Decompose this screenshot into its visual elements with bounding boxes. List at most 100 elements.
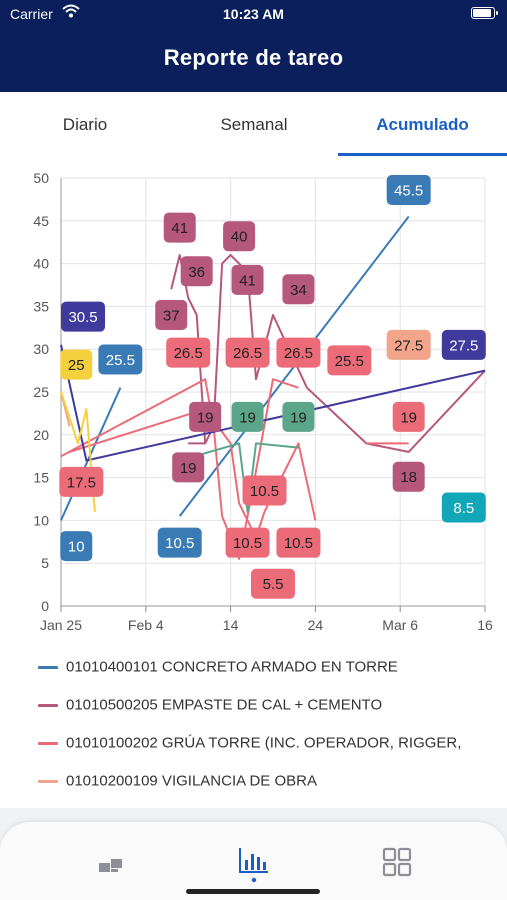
- data-label: 10.5: [284, 535, 313, 552]
- status-time: 10:23 AM: [223, 6, 284, 22]
- data-label: 18: [400, 469, 417, 486]
- data-label: 26.5: [284, 345, 313, 362]
- tab-diario[interactable]: Diario: [62, 115, 108, 134]
- data-label-box: [251, 568, 295, 599]
- legend-swatch: [38, 665, 58, 669]
- y-tick-label: 40: [33, 256, 49, 272]
- data-label-box: [441, 492, 486, 523]
- data-label: 26.5: [174, 345, 203, 362]
- data-label: 19: [400, 409, 417, 426]
- data-label-box: [392, 401, 425, 432]
- tab-indicator: [338, 153, 507, 156]
- series-line: [60, 344, 486, 462]
- tab-acumulado[interactable]: Acumulado: [376, 115, 469, 134]
- data-label: 26.5: [233, 345, 262, 362]
- carrier-label: Carrier: [10, 6, 53, 22]
- x-tick-label: Feb 4: [128, 617, 164, 633]
- wifi-icon: [62, 4, 80, 21]
- bar-chart-icon[interactable]: [230, 838, 278, 886]
- data-label-box: [386, 329, 431, 360]
- legend-label: 01010100202 GRÚA TORRE (INC. OPERADOR, R…: [66, 734, 462, 752]
- data-label-box: [225, 527, 270, 558]
- x-tick-label: Mar 6: [382, 617, 418, 633]
- data-label-box: [166, 337, 211, 368]
- bottom-nav-panel: [0, 822, 507, 900]
- data-label-box: [163, 212, 196, 243]
- bottom-nav: [0, 808, 507, 900]
- data-label-box: [242, 475, 287, 506]
- page-title: Reporte de tareo: [163, 45, 344, 70]
- data-label: 36: [188, 264, 205, 281]
- data-label-box: [98, 344, 143, 375]
- legend-item: 01010100202 GRÚA TORRE (INC. OPERADOR, R…: [38, 734, 498, 754]
- data-label: 34: [290, 282, 307, 299]
- data-label-box: [392, 461, 425, 492]
- data-label: 25.5: [335, 353, 364, 370]
- x-tick-label: 14: [223, 617, 239, 633]
- battery-icon: [471, 7, 498, 19]
- data-label-box: [231, 401, 264, 432]
- data-label: 40: [231, 229, 248, 246]
- legend-item: 01010400101 CONCRETO ARMADO EN TORRE: [38, 658, 498, 678]
- y-tick-label: 15: [33, 470, 49, 486]
- y-tick-label: 30: [33, 341, 49, 357]
- data-label-box: [60, 349, 93, 380]
- data-label: 19: [290, 409, 307, 426]
- data-label-box: [386, 174, 431, 205]
- data-label-box: [276, 337, 321, 368]
- data-label: 8.5: [453, 500, 474, 517]
- chart-area: 0 5 10 15 20 25 30 35 40 45 50 Jan 25 Feb 4 14 24 Mar 6…: [0, 156, 507, 636]
- data-label: 27.5: [449, 337, 478, 354]
- series-line: [60, 391, 96, 512]
- data-label: 41: [239, 272, 256, 289]
- data-label: 5.5: [263, 576, 284, 593]
- series-line: [170, 254, 486, 453]
- data-label: 25: [68, 357, 85, 374]
- legend-swatch: [38, 703, 58, 707]
- data-label-box: [441, 329, 486, 360]
- grid-icon[interactable]: [373, 838, 421, 886]
- data-label-box: [61, 301, 106, 332]
- data-label: 19: [197, 409, 214, 426]
- legend-label: 01010500205 EMPASTE DE CAL + CEMENTO: [66, 696, 383, 714]
- tab-semanal[interactable]: Semanal: [220, 115, 288, 134]
- blocks-icon[interactable]: [86, 838, 134, 886]
- data-label-box: [60, 531, 93, 562]
- data-label: 45.5: [394, 182, 423, 199]
- data-label: 19: [180, 460, 197, 477]
- data-label: 27.5: [394, 337, 423, 354]
- data-label-box: [157, 527, 202, 558]
- data-label-box: [155, 299, 188, 330]
- data-label-box: [172, 452, 205, 483]
- legend-swatch: [38, 779, 58, 783]
- data-label-box: [59, 466, 104, 497]
- data-label-box: [276, 527, 321, 558]
- chart-legend: 01010400101 CONCRETO ARMADO EN TORRE 010…: [0, 636, 507, 808]
- data-label: 10.5: [233, 535, 262, 552]
- x-tick-label: 16: [477, 617, 493, 633]
- data-label-box: [282, 274, 315, 305]
- data-label: 19: [239, 409, 256, 426]
- y-tick-label: 50: [33, 170, 49, 186]
- legend-item: 01010200109 VIGILANCIA DE OBRA: [38, 772, 498, 792]
- segment-tabs: Diario Semanal Acumulado: [0, 92, 507, 156]
- data-label: 10.5: [165, 535, 194, 552]
- data-label-box: [189, 401, 222, 432]
- data-label: 37: [163, 307, 180, 324]
- legend-label: 01010400101 CONCRETO ARMADO EN TORRE: [66, 658, 398, 676]
- series-line: [179, 442, 299, 513]
- y-tick-label: 0: [41, 598, 49, 614]
- y-tick-label: 10: [33, 512, 49, 528]
- y-tick-label: 20: [33, 427, 49, 443]
- data-label-box: [231, 264, 264, 295]
- legend-item: 01010500205 EMPASTE DE CAL + CEMENTO: [38, 696, 498, 716]
- y-tick-label: 35: [33, 298, 49, 314]
- data-label: 10.5: [250, 483, 279, 500]
- y-tick-label: 45: [33, 213, 49, 229]
- data-label-box: [225, 337, 270, 368]
- data-label: 30.5: [68, 309, 97, 326]
- data-label: 10: [68, 539, 85, 556]
- line-chart[interactable]: 0 5 10 15 20 25 30 35 40 45 50 Jan 25 Feb 4 14 24 Mar 6…: [0, 156, 507, 636]
- data-label: 41: [171, 220, 188, 237]
- y-tick-label: 5: [41, 555, 49, 571]
